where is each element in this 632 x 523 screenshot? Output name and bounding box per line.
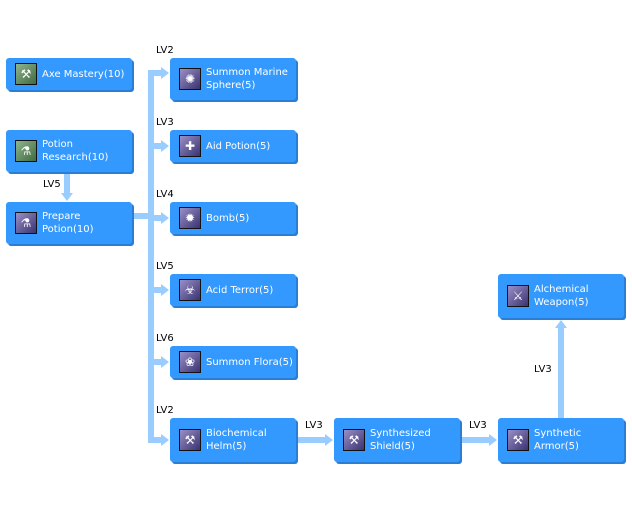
skill-synthetic-armor[interactable]: ⚒ Synthetic Armor(5): [498, 418, 624, 462]
arrow-head: [161, 284, 169, 296]
bomb-icon: ✹: [179, 207, 201, 229]
arrow-head: [61, 193, 73, 201]
level-label: LV3: [305, 420, 323, 431]
arrow-head: [161, 356, 169, 368]
connector: [148, 70, 154, 443]
armor-icon: ⚒: [507, 429, 529, 451]
flask-icon: ⚗: [15, 212, 37, 234]
connector: [558, 328, 564, 418]
skill-label: Axe Mastery(10): [42, 68, 125, 80]
weapon-icon: ⚔: [507, 285, 529, 307]
level-label: LV4: [156, 189, 174, 200]
level-label: LV5: [43, 179, 61, 190]
skill-label: Summon Marine Sphere(5): [206, 67, 288, 91]
level-label: LV5: [156, 261, 174, 272]
connector: [148, 215, 162, 221]
potion-icon: ✚: [179, 135, 201, 157]
connector: [462, 437, 490, 443]
skill-label: Bomb(5): [206, 212, 250, 224]
skill-biochemical-helm[interactable]: ⚒ Biochemical Helm(5): [170, 418, 296, 462]
potion-icon: ⚗: [15, 140, 37, 162]
skill-synthesized-shield[interactable]: ⚒ Synthesized Shield(5): [334, 418, 460, 462]
connector: [148, 70, 162, 76]
skill-label: Aid Potion(5): [206, 140, 271, 152]
skill-label: Summon Flora(5): [206, 356, 293, 368]
arrow-head: [161, 67, 169, 79]
skill-potion-research[interactable]: ⚗ Potion Research(10): [6, 130, 132, 172]
axe-icon: ⚒: [15, 63, 37, 85]
connector: [134, 213, 154, 219]
skill-summon-marine-sphere[interactable]: ✺ Summon Marine Sphere(5): [170, 58, 296, 100]
connector: [298, 437, 326, 443]
skill-label: Biochemical Helm(5): [206, 428, 267, 452]
flora-icon: ❀: [179, 351, 201, 373]
level-label: LV6: [156, 333, 174, 344]
acid-icon: ☣: [179, 279, 201, 301]
level-label: LV3: [534, 364, 552, 375]
skill-label: Potion Research(10): [42, 139, 109, 163]
level-label: LV3: [156, 117, 174, 128]
skill-bomb[interactable]: ✹ Bomb(5): [170, 202, 296, 234]
arrow-head: [161, 212, 169, 224]
connector: [148, 143, 162, 149]
skill-alchemical-weapon[interactable]: ⚔ Alchemical Weapon(5): [498, 274, 624, 318]
skill-axe-mastery[interactable]: ⚒ Axe Mastery(10): [6, 58, 132, 90]
sphere-icon: ✺: [179, 68, 201, 90]
skill-aid-potion[interactable]: ✚ Aid Potion(5): [170, 130, 296, 162]
arrow-head: [161, 140, 169, 152]
arrow-head: [161, 434, 169, 446]
helm-icon: ⚒: [179, 429, 201, 451]
arrow-head: [555, 320, 567, 328]
skill-label: Acid Terror(5): [206, 284, 274, 296]
skill-label: Prepare Potion(10): [42, 211, 94, 235]
arrow-head: [325, 434, 333, 446]
skill-prepare-potion[interactable]: ⚗ Prepare Potion(10): [6, 202, 132, 244]
skill-label: Synthetic Armor(5): [534, 428, 582, 452]
connector: [148, 287, 162, 293]
skill-label: Synthesized Shield(5): [370, 428, 431, 452]
connector: [148, 437, 162, 443]
skill-acid-terror[interactable]: ☣ Acid Terror(5): [170, 274, 296, 306]
shield-icon: ⚒: [343, 429, 365, 451]
level-label: LV3: [469, 420, 487, 431]
skill-summon-flora[interactable]: ❀ Summon Flora(5): [170, 346, 296, 378]
level-label: LV2: [156, 405, 174, 416]
skill-label: Alchemical Weapon(5): [534, 284, 589, 308]
connector: [64, 172, 70, 194]
arrow-head: [489, 434, 497, 446]
connector: [148, 359, 162, 365]
level-label: LV2: [156, 45, 174, 56]
